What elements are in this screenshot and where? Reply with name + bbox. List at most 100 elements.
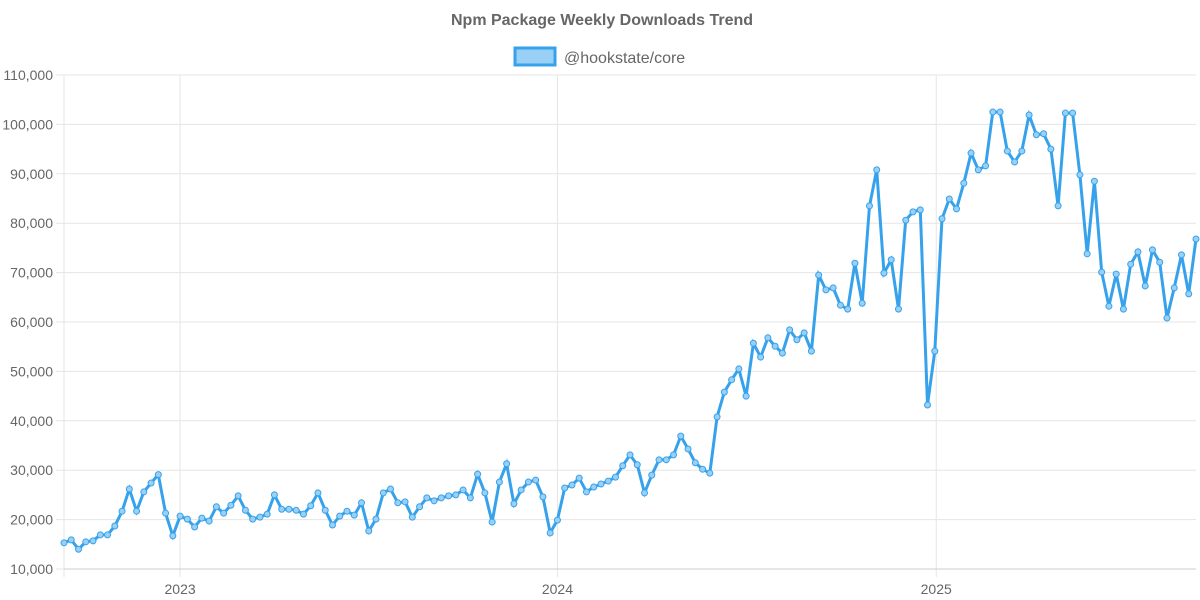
data-point[interactable] bbox=[176, 512, 184, 520]
data-point[interactable] bbox=[379, 489, 387, 497]
data-point[interactable] bbox=[133, 507, 141, 515]
data-point[interactable] bbox=[931, 347, 939, 355]
data-point[interactable] bbox=[314, 489, 322, 497]
data-point[interactable] bbox=[764, 334, 772, 342]
data-point[interactable] bbox=[191, 523, 199, 531]
data-point[interactable] bbox=[510, 500, 518, 508]
data-point[interactable] bbox=[1069, 109, 1077, 117]
data-point[interactable] bbox=[909, 208, 917, 216]
data-point[interactable] bbox=[299, 510, 307, 518]
data-point[interactable] bbox=[699, 465, 707, 473]
data-point[interactable] bbox=[503, 460, 511, 468]
data-point[interactable] bbox=[1134, 248, 1142, 256]
data-point[interactable] bbox=[742, 392, 750, 400]
data-point[interactable] bbox=[648, 471, 656, 479]
data-point[interactable] bbox=[408, 513, 416, 521]
data-point[interactable] bbox=[967, 149, 975, 157]
data-point[interactable] bbox=[1076, 171, 1084, 179]
data-point[interactable] bbox=[677, 432, 685, 440]
data-point[interactable] bbox=[67, 536, 75, 544]
data-point[interactable] bbox=[938, 215, 946, 223]
data-point[interactable] bbox=[590, 483, 598, 491]
data-point[interactable] bbox=[256, 513, 264, 521]
data-point[interactable] bbox=[474, 470, 482, 478]
data-point[interactable] bbox=[423, 494, 431, 502]
data-point[interactable] bbox=[546, 529, 554, 537]
data-point[interactable] bbox=[401, 498, 409, 506]
data-point[interactable] bbox=[924, 401, 932, 409]
data-point[interactable] bbox=[169, 532, 177, 540]
data-point[interactable] bbox=[619, 462, 627, 470]
data-point[interactable] bbox=[713, 413, 721, 421]
data-point[interactable] bbox=[778, 349, 786, 357]
data-point[interactable] bbox=[1156, 258, 1164, 266]
data-point[interactable] bbox=[263, 510, 271, 518]
data-point[interactable] bbox=[953, 205, 961, 213]
data-point[interactable] bbox=[865, 202, 873, 210]
data-point[interactable] bbox=[1105, 302, 1113, 310]
data-point[interactable] bbox=[749, 339, 757, 347]
data-point[interactable] bbox=[641, 489, 649, 497]
data-point[interactable] bbox=[539, 493, 547, 501]
data-point[interactable] bbox=[844, 305, 852, 313]
data-point[interactable] bbox=[1083, 250, 1091, 258]
data-point[interactable] bbox=[394, 499, 402, 507]
data-point[interactable] bbox=[800, 329, 808, 337]
data-point[interactable] bbox=[220, 509, 228, 517]
data-point[interactable] bbox=[1185, 290, 1193, 298]
data-point[interactable] bbox=[1011, 158, 1019, 166]
data-point[interactable] bbox=[793, 336, 801, 344]
data-point[interactable] bbox=[96, 531, 104, 539]
data-point[interactable] bbox=[1090, 177, 1098, 185]
data-point[interactable] bbox=[974, 166, 982, 174]
data-point[interactable] bbox=[894, 305, 902, 313]
data-point[interactable] bbox=[720, 388, 728, 396]
data-point[interactable] bbox=[183, 515, 191, 523]
data-point[interactable] bbox=[162, 509, 170, 517]
data-point[interactable] bbox=[60, 539, 68, 547]
data-point[interactable] bbox=[524, 478, 532, 486]
data-point[interactable] bbox=[1003, 147, 1011, 155]
data-point[interactable] bbox=[147, 479, 155, 487]
data-point[interactable] bbox=[1098, 268, 1106, 276]
data-point[interactable] bbox=[982, 162, 990, 170]
data-point[interactable] bbox=[1148, 246, 1156, 254]
data-point[interactable] bbox=[822, 286, 830, 294]
data-point[interactable] bbox=[1192, 235, 1200, 243]
data-point[interactable] bbox=[851, 259, 859, 267]
data-point[interactable] bbox=[358, 499, 366, 507]
data-point[interactable] bbox=[1112, 270, 1120, 278]
data-point[interactable] bbox=[481, 489, 489, 497]
data-point[interactable] bbox=[234, 492, 242, 500]
data-point[interactable] bbox=[466, 494, 474, 502]
data-point[interactable] bbox=[996, 108, 1004, 116]
data-point[interactable] bbox=[249, 515, 257, 523]
data-point[interactable] bbox=[662, 456, 670, 464]
data-point[interactable] bbox=[270, 491, 278, 499]
data-point[interactable] bbox=[670, 451, 678, 459]
data-point[interactable] bbox=[916, 206, 924, 214]
data-point[interactable] bbox=[365, 527, 373, 535]
data-point[interactable] bbox=[1177, 251, 1185, 259]
data-point[interactable] bbox=[611, 473, 619, 481]
data-point[interactable] bbox=[321, 506, 329, 514]
data-point[interactable] bbox=[532, 476, 540, 484]
data-point[interactable] bbox=[82, 538, 90, 546]
data-point[interactable] bbox=[111, 522, 119, 530]
data-point[interactable] bbox=[1040, 130, 1048, 138]
data-point[interactable] bbox=[292, 506, 300, 514]
data-point[interactable] bbox=[343, 507, 351, 515]
data-point[interactable] bbox=[880, 269, 888, 277]
data-point[interactable] bbox=[104, 531, 112, 539]
data-point[interactable] bbox=[488, 518, 496, 526]
data-point[interactable] bbox=[118, 507, 126, 515]
data-point[interactable] bbox=[1170, 284, 1178, 292]
data-point[interactable] bbox=[372, 515, 380, 523]
data-point[interactable] bbox=[1127, 260, 1135, 268]
data-point[interactable] bbox=[568, 481, 576, 489]
data-point[interactable] bbox=[786, 326, 794, 334]
data-point[interactable] bbox=[1025, 111, 1033, 119]
data-point[interactable] bbox=[1163, 314, 1171, 322]
data-point[interactable] bbox=[815, 271, 823, 279]
data-point[interactable] bbox=[1141, 282, 1149, 290]
